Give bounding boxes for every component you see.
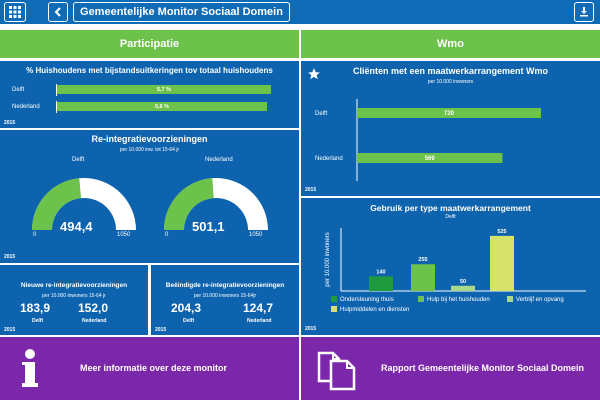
download-icon bbox=[580, 7, 588, 17]
beeindigde-nederland-value: 124,7 bbox=[243, 301, 274, 315]
nieuwe-panel: Nieuwe re-integratievoorzieningen per 10… bbox=[0, 265, 148, 335]
gebruik-bar-2 bbox=[451, 285, 475, 291]
clienten-panel: Cliënten met een maatwerkarrangement Wmo… bbox=[301, 61, 600, 196]
report-label: Rapport Gemeentelijke Monitor Sociaal Do… bbox=[381, 363, 585, 373]
gebruik-legend-swatch-1 bbox=[418, 296, 424, 302]
beeindigde-delft-value: 204,3 bbox=[171, 301, 202, 315]
huishoudens-bar-delft: 5,7 % bbox=[57, 85, 271, 94]
clienten-value-0: 720 bbox=[444, 111, 455, 117]
huishoudens-bar-nederland: 5,6 % bbox=[57, 102, 267, 111]
gebruik-value-0: 140 bbox=[376, 269, 385, 275]
section-participatie[interactable]: Participatie bbox=[0, 30, 299, 58]
nieuwe-title: Nieuwe re-integratievoorzieningen bbox=[20, 282, 128, 289]
gauge-delft-fill bbox=[32, 178, 82, 230]
beeindigde-nederland-label: Nederland bbox=[247, 318, 272, 324]
gebruik-value-2: 50 bbox=[460, 279, 466, 285]
clienten-category-0: Delft bbox=[315, 111, 328, 117]
reintegratie-year: 2015 bbox=[4, 254, 16, 260]
nieuwe-delft-label: Delft bbox=[32, 318, 44, 324]
huishoudens-panel: % Huishoudens met bijstandsuitkeringen t… bbox=[0, 61, 299, 128]
clienten-subtitle: per 10.000 inwoners bbox=[427, 79, 474, 85]
nieuwe-delft-value: 183,9 bbox=[20, 301, 51, 315]
gebruik-legend-label-2: Verblijf en opvang bbox=[516, 297, 564, 303]
nieuwe-year: 2015 bbox=[4, 327, 16, 333]
gebruik-legend-swatch-3 bbox=[331, 306, 337, 312]
star-icon[interactable] bbox=[307, 67, 321, 81]
gebruik-bar-1 bbox=[411, 264, 435, 291]
gauge-nederland-min: 0 bbox=[165, 232, 169, 238]
gebruik-chart: per 10.000 inwoners 140 255 50 525 Ondersteun… bbox=[325, 228, 586, 313]
chevron-left-icon bbox=[54, 7, 61, 17]
nieuwe-nederland-value: 152,0 bbox=[78, 301, 109, 315]
beeindigde-subtitle: per 10.000 inwoners 15-64jr bbox=[193, 293, 257, 299]
nieuwe-subtitle: per 10.000 inwoners 15-64 jr bbox=[42, 293, 106, 299]
gebruik-title: Gebruik per type maatwerkarrangement bbox=[370, 203, 531, 213]
report-button[interactable]: Rapport Gemeentelijke Monitor Sociaal Do… bbox=[301, 337, 600, 400]
gebruik-ylabel: per 10.000 inwoners bbox=[325, 232, 331, 286]
gebruik-panel: Gebruik per type maatwerkarrangement Del… bbox=[301, 198, 600, 335]
download-button[interactable] bbox=[574, 2, 594, 22]
huishoudens-label-nederland: Nederland bbox=[12, 104, 40, 110]
beeindigde-title: Beëindigde re-integratievoorzieningen bbox=[165, 282, 285, 289]
gebruik-legend-label-3: Hulpmiddelen en diensten bbox=[340, 307, 409, 313]
gebruik-legend-label-1: Hulp bij het huishouden bbox=[427, 297, 490, 303]
huishoudens-title: % Huishoudens met bijstandsuitkeringen t… bbox=[26, 66, 273, 75]
gebruik-legend-label-0: Ondersteuning thuis bbox=[340, 297, 394, 303]
clienten-category-1: Nederland bbox=[315, 156, 343, 162]
gauge-nederland-value: 501,1 bbox=[192, 219, 225, 234]
clienten-bar-0 bbox=[357, 108, 541, 118]
back-button[interactable] bbox=[48, 2, 68, 22]
clienten-value-1: 569 bbox=[425, 156, 436, 162]
page-title: Gemeentelijke Monitor Sociaal Domein bbox=[73, 2, 290, 22]
gauge-delft-name: Delft bbox=[72, 157, 85, 163]
documents-icon bbox=[317, 351, 356, 391]
beeindigde-panel: Beëindigde re-integratievoorzieningen pe… bbox=[151, 265, 299, 335]
clienten-bar-1 bbox=[357, 153, 503, 163]
gebruik-bar-3 bbox=[490, 235, 514, 291]
reintegratie-subtitle: per 10.000 inw. tot 15-64 jr bbox=[119, 147, 180, 153]
top-bar bbox=[0, 0, 600, 24]
gebruik-value-1: 255 bbox=[418, 257, 427, 263]
gauge-nederland-fill bbox=[164, 178, 214, 230]
huishoudens-axis-2 bbox=[56, 101, 286, 113]
gebruik-legend-swatch-2 bbox=[507, 296, 513, 302]
reintegratie-gauges bbox=[32, 178, 268, 230]
menu-button[interactable] bbox=[4, 2, 26, 22]
clienten-title: Cliënten met een maatwerkarrangement Wmo bbox=[352, 66, 549, 76]
grid-icon bbox=[9, 6, 21, 18]
reintegratie-panel: Re-integratievoorzieningen per 10.000 in… bbox=[0, 130, 299, 263]
huishoudens-label-delft: Delft bbox=[12, 87, 25, 93]
gauge-delft-min: 0 bbox=[33, 232, 37, 238]
gebruik-year: 2015 bbox=[305, 326, 317, 332]
gauge-nederland-name: Nederland bbox=[205, 157, 233, 163]
gebruik-value-3: 525 bbox=[497, 229, 506, 235]
huishoudens-year: 2015 bbox=[4, 120, 16, 126]
nieuwe-nederland-label: Nederland bbox=[82, 318, 107, 324]
gauge-nederland-max: 1050 bbox=[249, 232, 263, 238]
gauge-delft-value: 494,4 bbox=[60, 219, 93, 234]
gebruik-subtitle: Delft bbox=[445, 214, 456, 220]
info-icon bbox=[22, 349, 38, 387]
huishoudens-axis bbox=[56, 84, 286, 96]
gebruik-bar-0 bbox=[369, 276, 393, 291]
gebruik-legend-swatch-0 bbox=[331, 296, 337, 302]
info-label: Meer informatie over deze monitor bbox=[80, 363, 228, 373]
info-button[interactable]: Meer informatie over deze monitor bbox=[0, 337, 299, 400]
reintegratie-title: Re-integratievoorzieningen bbox=[91, 134, 208, 144]
beeindigde-year: 2015 bbox=[155, 327, 167, 333]
section-wmo[interactable]: Wmo bbox=[301, 30, 600, 58]
gauge-delft-max: 1050 bbox=[117, 232, 131, 238]
clienten-chart: Delft 720 Nederland 569 bbox=[315, 99, 541, 181]
beeindigde-delft-label: Delft bbox=[183, 318, 195, 324]
clienten-year: 2015 bbox=[305, 187, 317, 193]
